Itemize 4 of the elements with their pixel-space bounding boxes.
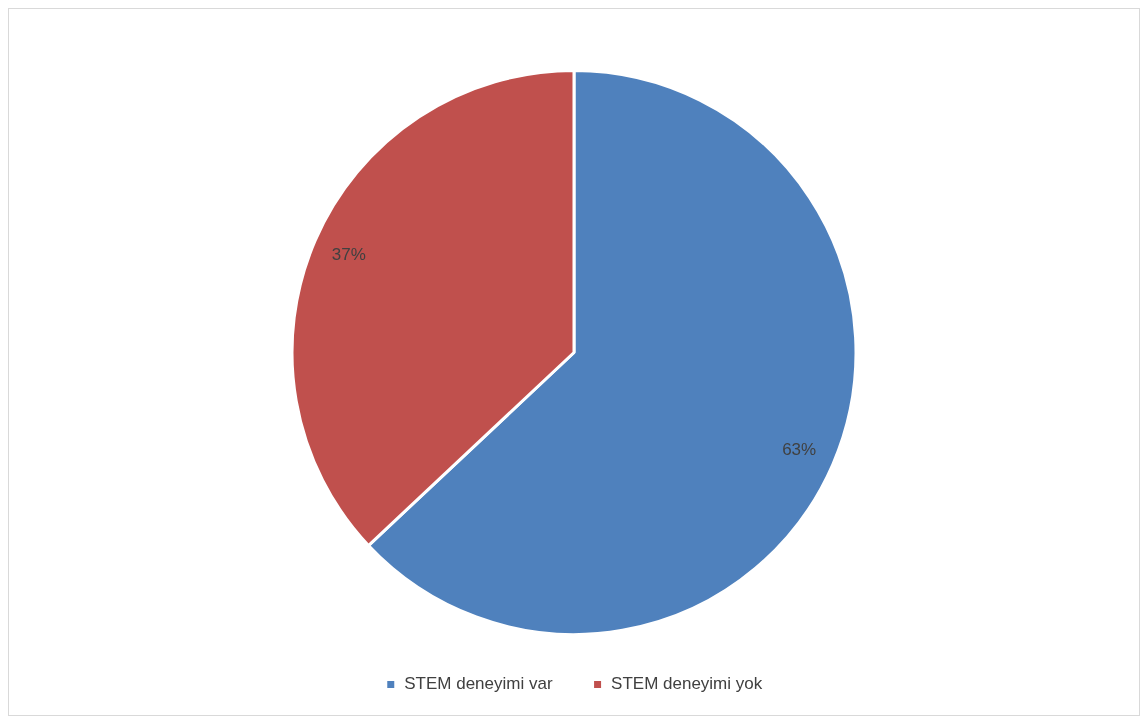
legend-label: STEM deneyimi yok: [611, 674, 763, 694]
legend-label: STEM deneyimi var: [404, 674, 553, 694]
data-label: 37%: [331, 244, 366, 264]
data-label: 63%: [782, 439, 817, 459]
